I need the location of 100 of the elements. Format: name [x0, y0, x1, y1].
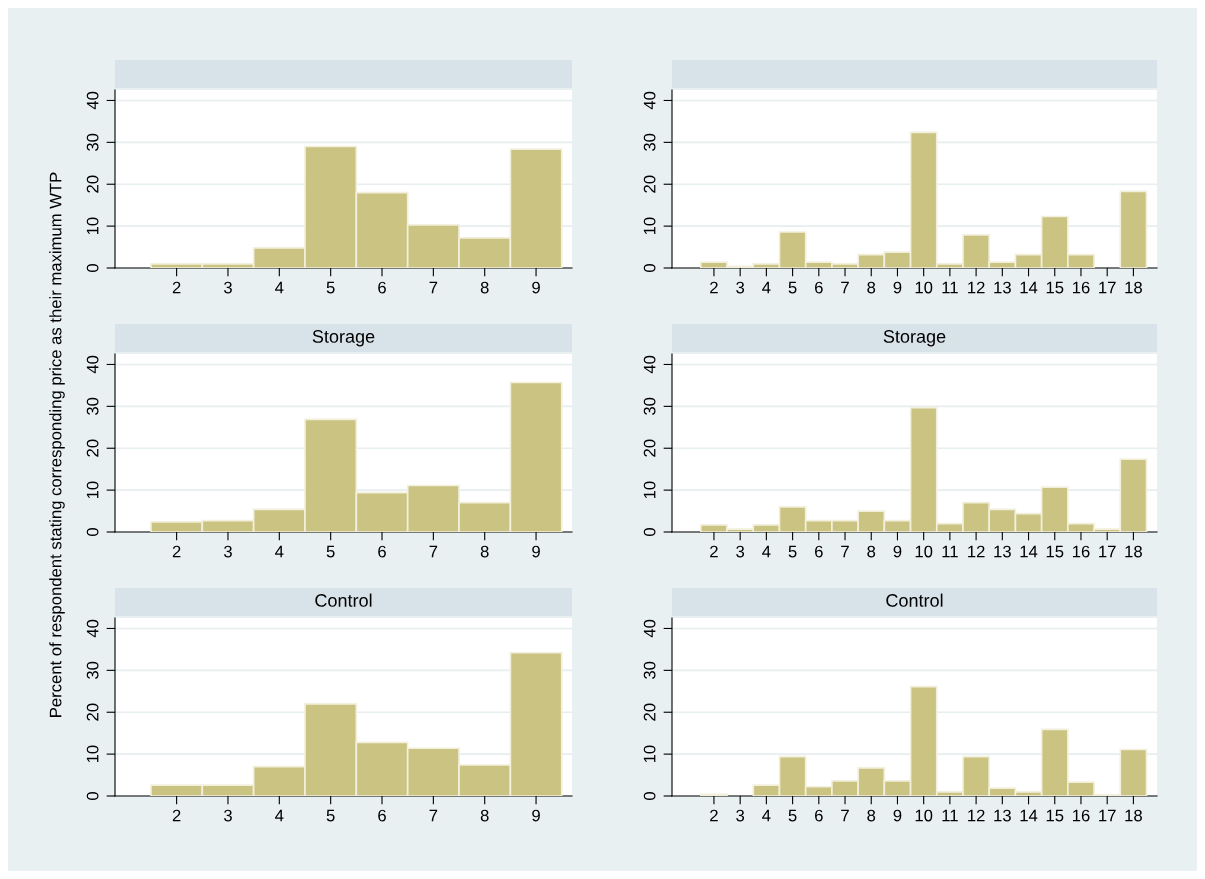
- y-tick-label: 20: [86, 175, 99, 193]
- x-tick-label: 9: [893, 545, 902, 558]
- x-tick-label: 5: [326, 809, 335, 822]
- x-tick-label: 5: [788, 809, 797, 822]
- y-tick-label: 0: [86, 792, 99, 800]
- x-tick-label: 3: [736, 281, 745, 294]
- x-tick-label: 18: [1125, 545, 1142, 558]
- x-tick-label: 11: [942, 809, 958, 822]
- x-tick-label: 14: [1020, 281, 1038, 294]
- y-tick-label: 40: [86, 619, 99, 638]
- x-tick-label: 7: [429, 281, 438, 294]
- y-tick-label: 30: [643, 133, 656, 151]
- x-tick-label: 7: [841, 281, 849, 294]
- x-tick-label: 5: [788, 545, 797, 558]
- x-tick-label: 8: [480, 545, 489, 558]
- y-tick-label: 20: [86, 703, 99, 721]
- x-tick-label: 5: [788, 281, 797, 294]
- chart-title: Storage: [312, 330, 375, 347]
- x-tick-label: 2: [172, 809, 181, 822]
- y-axis-title: Percent of respondent stating corresponding price as their maximum WTP: [49, 172, 65, 717]
- x-tick-label: 11: [942, 545, 958, 558]
- chart-title: Control: [315, 593, 372, 607]
- x-tick-label: 4: [762, 809, 771, 822]
- x-tick-label: 15: [1046, 809, 1064, 822]
- x-tick-label: 15: [1046, 545, 1064, 558]
- x-tick-label: 3: [223, 281, 232, 294]
- x-tick-label: 3: [736, 545, 745, 558]
- x-tick-label: 17: [1099, 281, 1116, 294]
- x-tick-label: 9: [532, 545, 540, 558]
- y-tick-label: 30: [86, 661, 99, 679]
- x-tick-label: 18: [1125, 809, 1142, 822]
- x-tick-label: 2: [172, 281, 181, 294]
- x-tick-label: 13: [994, 545, 1011, 558]
- x-tick-label: 6: [378, 281, 386, 294]
- y-tick-label: 30: [643, 397, 656, 415]
- y-tick-label: 0: [86, 528, 99, 536]
- x-tick-label: 11: [942, 281, 958, 294]
- y-tick-label: 10: [86, 481, 99, 499]
- x-tick-label: 16: [1072, 545, 1090, 558]
- x-tick-label: 6: [815, 809, 823, 822]
- y-tick-label: 10: [86, 745, 99, 763]
- y-tick-label: 10: [86, 217, 99, 235]
- x-tick-label: 2: [710, 281, 718, 294]
- y-tick-label: 40: [643, 355, 656, 374]
- x-tick-label: 2: [172, 545, 181, 558]
- x-tick-label: 8: [480, 809, 489, 822]
- y-tick-label: 40: [86, 91, 99, 110]
- x-tick-label: 8: [867, 281, 876, 294]
- y-tick-label: 30: [86, 133, 99, 151]
- x-tick-label: 6: [378, 545, 386, 558]
- x-tick-label: 9: [893, 809, 902, 822]
- y-tick-label: 10: [643, 745, 656, 763]
- x-tick-label: 7: [429, 545, 438, 558]
- x-tick-label: 8: [480, 281, 489, 294]
- y-tick-label: 0: [643, 792, 656, 800]
- x-tick-label: 6: [815, 545, 823, 558]
- y-tick-label: 40: [643, 619, 656, 638]
- y-tick-label: 20: [643, 439, 656, 457]
- x-tick-label: 6: [378, 809, 386, 822]
- x-tick-label: 3: [223, 809, 232, 822]
- x-tick-label: 2: [710, 545, 718, 558]
- x-tick-label: 6: [815, 281, 823, 294]
- x-tick-label: 9: [532, 281, 540, 294]
- x-tick-label: 18: [1125, 281, 1142, 294]
- y-tick-label: 30: [86, 397, 99, 415]
- x-tick-label: 10: [915, 281, 933, 294]
- x-tick-label: 4: [275, 545, 284, 558]
- y-tick-label: 20: [86, 439, 99, 457]
- x-tick-label: 7: [841, 809, 849, 822]
- x-tick-label: 4: [762, 545, 771, 558]
- x-tick-label: 3: [736, 809, 745, 822]
- x-tick-label: 9: [532, 809, 540, 822]
- chart-title: Storage: [883, 330, 946, 347]
- y-tick-label: 40: [86, 355, 99, 374]
- x-tick-label: 8: [867, 809, 876, 822]
- x-tick-label: 4: [762, 281, 771, 294]
- x-tick-label: 12: [968, 545, 985, 558]
- x-tick-label: 2: [710, 809, 718, 822]
- y-tick-label: 30: [643, 661, 656, 679]
- y-tick-label: 40: [643, 91, 656, 110]
- x-tick-label: 10: [915, 809, 933, 822]
- x-tick-label: 7: [841, 545, 849, 558]
- x-tick-label: 13: [994, 281, 1011, 294]
- x-tick-label: 4: [275, 281, 284, 294]
- x-tick-label: 16: [1072, 809, 1090, 822]
- x-tick-label: 16: [1072, 281, 1090, 294]
- y-tick-label: 10: [643, 217, 656, 235]
- y-tick-label: 0: [643, 264, 656, 272]
- y-tick-label: 0: [643, 528, 656, 536]
- y-tick-label: 0: [86, 264, 99, 272]
- x-tick-label: 15: [1046, 281, 1064, 294]
- y-tick-label: 10: [643, 481, 656, 499]
- x-tick-label: 3: [223, 545, 232, 558]
- x-tick-label: 5: [326, 545, 335, 558]
- x-tick-label: 4: [275, 809, 284, 822]
- x-tick-label: 17: [1099, 809, 1116, 822]
- x-tick-label: 8: [867, 545, 876, 558]
- y-tick-label: 20: [643, 175, 656, 193]
- x-tick-label: 9: [893, 281, 902, 294]
- x-tick-label: 14: [1020, 545, 1038, 558]
